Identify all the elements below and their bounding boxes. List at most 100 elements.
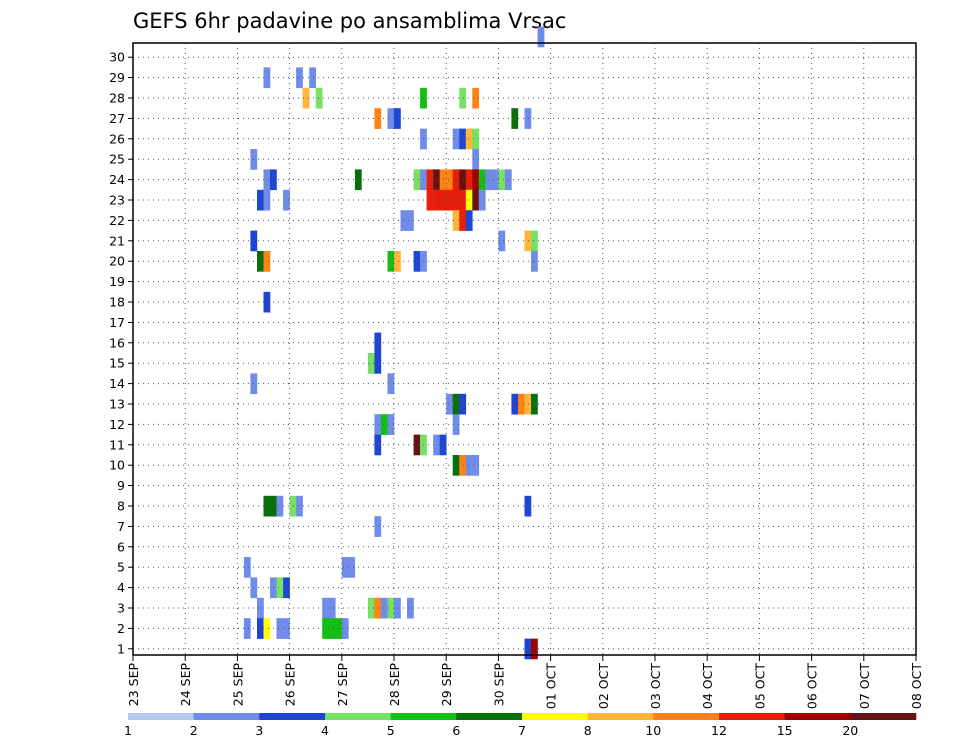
heatmap-cell xyxy=(531,230,538,252)
heatmap-cell xyxy=(257,618,264,639)
y-tick-label: 25 xyxy=(109,152,125,167)
colorbar-swatch xyxy=(259,713,326,720)
heatmap-cell xyxy=(452,169,460,191)
heatmap-cell xyxy=(446,189,453,211)
plot-area-frame xyxy=(132,42,917,656)
heatmap-cell xyxy=(374,516,382,537)
x-tick-label: 02 OCT xyxy=(596,663,611,709)
colorbar-label: 10 xyxy=(645,723,661,738)
heatmap-cell xyxy=(387,108,395,129)
colorbar-label: 7 xyxy=(518,723,526,738)
x-tick-label: 05 OCT xyxy=(752,663,767,709)
heatmap-cell xyxy=(452,393,460,415)
heatmap-cell xyxy=(531,251,538,272)
heatmap-cell xyxy=(374,353,382,374)
y-tick-label: 12 xyxy=(109,417,125,432)
y-tick-label: 27 xyxy=(109,111,125,126)
y-tick-label: 6 xyxy=(117,539,125,554)
y-tick-label: 15 xyxy=(109,356,125,371)
heatmap-cell xyxy=(478,189,486,211)
heatmap-cells xyxy=(243,26,545,660)
heatmap-cell xyxy=(387,414,395,435)
heatmap-cell xyxy=(263,67,271,89)
y-tick-label: 10 xyxy=(109,458,125,473)
x-tick-label: 03 OCT xyxy=(648,663,663,709)
heatmap-cell xyxy=(491,169,499,191)
heatmap-cell xyxy=(296,67,303,89)
y-tick-label: 13 xyxy=(109,397,125,412)
heatmap-cell xyxy=(465,189,473,211)
y-tick-label: 23 xyxy=(109,193,125,208)
heatmap-cell xyxy=(394,108,401,129)
colorbar-swatch xyxy=(193,713,260,720)
heatmap-cell xyxy=(472,189,480,211)
heatmap-cell xyxy=(531,393,538,415)
heatmap-cell xyxy=(511,393,519,415)
x-tick-label: 23 SEP xyxy=(126,663,141,707)
y-axis: 1234567891011121314151617181920212223242… xyxy=(109,50,133,656)
heatmap-cell xyxy=(263,189,271,211)
colorbar-swatch xyxy=(325,713,391,720)
heatmap-cell xyxy=(459,210,467,231)
heatmap-cell xyxy=(472,87,480,109)
heatmap-cell xyxy=(459,128,467,150)
heatmap-cell xyxy=(374,434,382,456)
heatmap-cell xyxy=(283,189,290,211)
colorbar-swatch xyxy=(719,713,785,720)
heatmap-cell xyxy=(426,189,434,211)
colorbar-label: 5 xyxy=(387,723,395,738)
heatmap-cell xyxy=(341,557,349,578)
colorbar-swatch xyxy=(390,713,457,720)
y-tick-label: 16 xyxy=(109,335,125,350)
heatmap-cell xyxy=(283,577,290,599)
colorbar-swatch xyxy=(653,713,720,720)
heatmap-cell xyxy=(283,618,290,639)
heatmap-cell xyxy=(452,210,460,231)
colorbar-label: 15 xyxy=(777,723,793,738)
y-tick-label: 7 xyxy=(117,519,125,534)
heatmap-cell xyxy=(243,618,251,639)
heatmap-cell xyxy=(257,189,264,211)
y-tick-label: 20 xyxy=(109,254,125,269)
colorbar-label: 6 xyxy=(452,723,460,738)
heatmap-cell xyxy=(518,393,525,415)
x-tick-label: 07 OCT xyxy=(857,663,872,709)
heatmap-cell xyxy=(459,455,467,476)
y-tick-label: 24 xyxy=(109,172,125,187)
heatmap-cell xyxy=(452,128,460,150)
y-tick-label: 9 xyxy=(117,478,125,493)
heatmap-cell xyxy=(465,210,473,231)
heatmap-cell xyxy=(257,251,264,272)
heatmap-cell xyxy=(452,189,460,211)
heatmap-cell xyxy=(446,169,453,191)
heatmap-cell xyxy=(341,618,349,639)
y-tick-label: 2 xyxy=(117,621,125,636)
heatmap-cell xyxy=(263,251,271,272)
heatmap-cell xyxy=(498,230,506,252)
y-tick-label: 30 xyxy=(109,50,125,65)
x-tick-label: 28 SEP xyxy=(387,663,402,707)
heatmap-cell xyxy=(524,108,532,129)
colorbar-label: 2 xyxy=(190,723,198,738)
y-tick-label: 4 xyxy=(117,580,125,595)
heatmap-cell xyxy=(465,455,473,476)
heatmap-cell xyxy=(426,169,434,191)
chart-title: GEFS 6hr padavine po ansamblima Vrsac xyxy=(133,9,566,33)
colorbar-swatch xyxy=(522,713,588,720)
heatmap-cell xyxy=(524,393,532,415)
heatmap-cell xyxy=(263,291,271,313)
colorbar-swatch xyxy=(456,713,523,720)
heatmap-cell xyxy=(302,87,310,109)
x-tick-label: 29 SEP xyxy=(439,663,454,707)
colorbar-legend: 1 2 3 4 5 6 7 8 10 12 15 20 xyxy=(124,713,917,738)
colorbar-label: 1 xyxy=(124,723,132,738)
y-tick-label: 22 xyxy=(109,213,125,228)
heatmap-cell xyxy=(387,373,395,395)
heatmap-cell xyxy=(263,495,271,517)
x-axis: 23 SEP 24 SEP 25 SEP 26 SEP 27 SEP 28 SEP 29 S… xyxy=(126,655,924,709)
y-tick-label: 18 xyxy=(109,295,125,310)
heatmap-cell xyxy=(459,189,467,211)
colorbar-swatch xyxy=(587,713,654,720)
heatmap-cell xyxy=(452,414,460,435)
